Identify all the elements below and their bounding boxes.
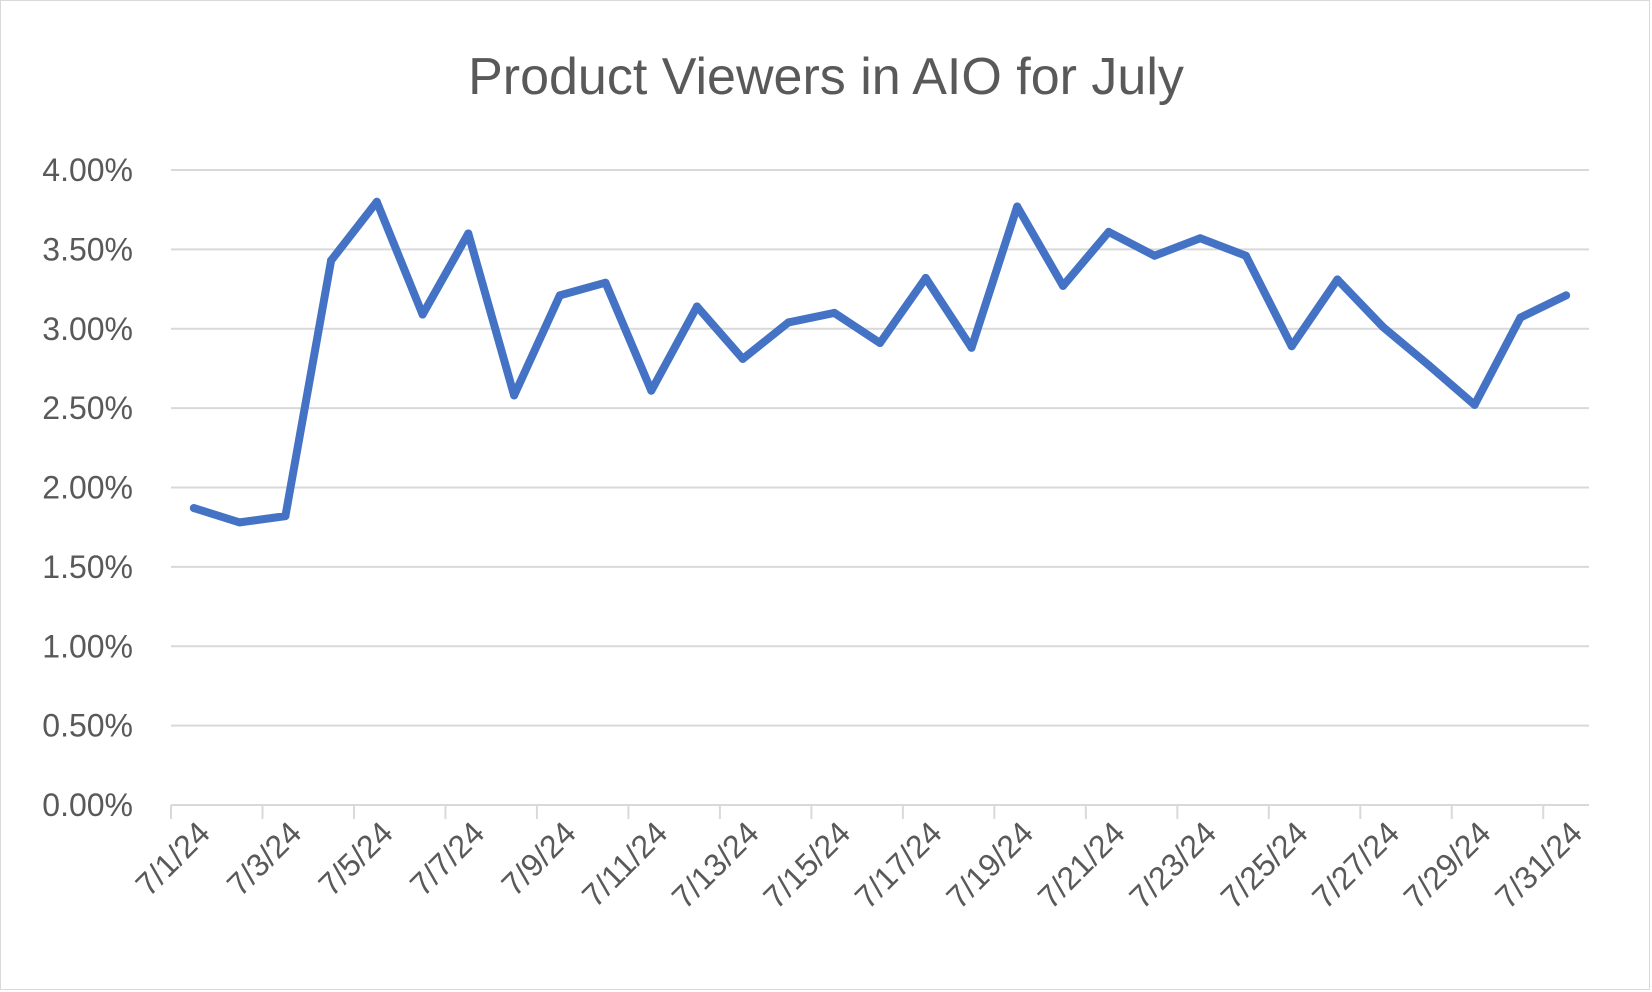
data-point [876, 339, 884, 347]
data-point [1333, 275, 1342, 284]
x-tick-label: 7/17/24 [848, 814, 949, 915]
data-point [1424, 361, 1433, 370]
data-point [830, 308, 839, 317]
data-point [555, 291, 564, 300]
data-point [784, 318, 793, 327]
y-tick-label: 2.50% [42, 390, 133, 426]
series-layer [189, 197, 1571, 527]
data-point [464, 229, 473, 238]
data-point [1196, 234, 1205, 243]
x-tick-label: 7/1/24 [128, 814, 216, 902]
data-point [1516, 313, 1525, 322]
data-point [327, 256, 336, 265]
data-point [921, 274, 930, 282]
data-point [738, 354, 747, 363]
data-point [647, 386, 656, 395]
data-point [1379, 323, 1388, 332]
gridlines [171, 169, 1589, 727]
y-axis-tick-labels: 0.00% 0.50% 1.00% 1.50% 2.00% 2.50% 3.00% 3.50%… [42, 152, 133, 823]
data-point [1150, 251, 1159, 260]
x-tick-label: 7/7/24 [403, 814, 491, 902]
y-tick-label: 0.00% [42, 787, 133, 823]
data-point [1287, 342, 1296, 351]
data-point [189, 504, 198, 513]
data-point [235, 518, 244, 527]
y-tick-label: 1.00% [42, 628, 133, 664]
x-tick-label: 7/29/24 [1397, 814, 1498, 915]
y-tick-label: 3.50% [42, 231, 133, 267]
data-point [418, 310, 427, 319]
data-point [1241, 251, 1250, 260]
x-tick-label: 7/15/24 [756, 814, 857, 915]
y-tick-label: 0.50% [42, 708, 133, 744]
y-tick-label: 1.50% [42, 549, 133, 585]
y-tick-label: 2.00% [42, 470, 133, 506]
data-point [693, 302, 701, 311]
data-point [372, 197, 381, 206]
y-tick-label: 4.00% [42, 152, 133, 188]
x-tick-label: 7/21/24 [1031, 814, 1132, 915]
chart-title: Product Viewers in AIO for July [468, 48, 1184, 106]
data-point [281, 512, 290, 521]
x-tick-label: 7/31/24 [1488, 814, 1589, 915]
data-point [1104, 227, 1113, 236]
data-point [510, 391, 519, 400]
x-tick-label: 7/25/24 [1214, 814, 1315, 915]
x-axis-tick-labels: 7/1/24 7/3/24 7/5/24 7/7/24 7/9/247/11/247/1… [128, 814, 1589, 915]
data-point [967, 343, 976, 352]
data-point [1470, 400, 1479, 409]
x-tick-label: 7/5/24 [311, 814, 399, 902]
x-tick-label: 7/3/24 [220, 814, 308, 902]
x-tick-label: 7/23/24 [1122, 814, 1223, 915]
x-tick-label: 7/19/24 [939, 814, 1040, 915]
x-tick-label: 7/13/24 [665, 814, 766, 915]
data-point [1562, 291, 1571, 300]
x-tick-label: 7/27/24 [1305, 814, 1406, 915]
x-tick-label: 7/11/24 [575, 814, 674, 913]
x-tick-label: 7/9/24 [494, 814, 582, 902]
x-axis [170, 804, 1589, 819]
data-point [1059, 281, 1067, 290]
data-point [1013, 202, 1022, 211]
data-point [601, 278, 610, 287]
y-tick-label: 3.00% [42, 311, 133, 347]
